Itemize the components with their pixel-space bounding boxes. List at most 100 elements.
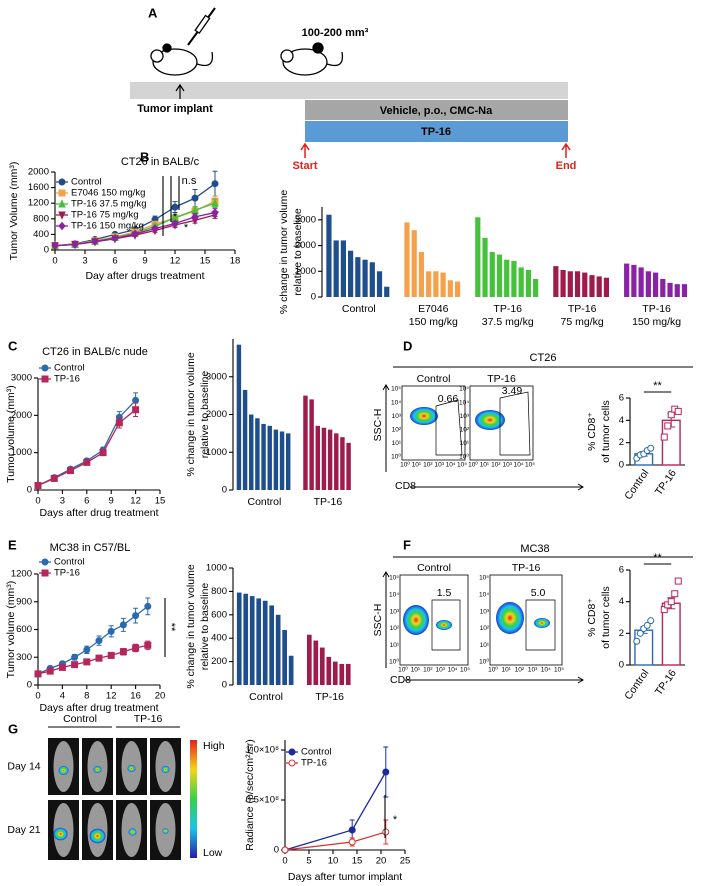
y-tick-label: 600 — [16, 624, 32, 635]
group-label: E7046 — [418, 303, 449, 315]
y-tick-label: 2000 — [206, 409, 227, 420]
x-axis-label: Days after tumor implant — [288, 871, 402, 883]
bar — [275, 614, 281, 685]
bar — [340, 240, 346, 297]
marker — [132, 612, 140, 620]
y-tick-label: 10² — [390, 625, 400, 632]
y-tick-label: 10⁵ — [391, 386, 401, 393]
x-tick-label: 8 — [84, 691, 89, 702]
y-tick-label: 10⁰ — [479, 658, 489, 666]
y-tick-label: 10¹ — [460, 440, 470, 447]
bar — [326, 214, 332, 297]
cell-population — [534, 618, 550, 628]
vehicle-label: Vehicle, p.o., CMC-Na — [380, 105, 493, 117]
bar — [236, 344, 242, 490]
x-tick-label: 15 — [200, 256, 211, 267]
series-line — [37, 605, 149, 675]
y-tick-label: 0 — [222, 680, 227, 691]
marker — [171, 203, 179, 211]
marker — [67, 467, 75, 475]
bar — [511, 261, 517, 297]
y-tick-label: 1200 — [11, 569, 32, 580]
implant-arrow — [175, 83, 185, 99]
x-tick-label: 12 — [170, 256, 181, 267]
marker — [107, 651, 115, 659]
bar — [404, 222, 410, 297]
x-tick-label: 6 — [84, 496, 89, 507]
marker — [111, 234, 119, 243]
group-label: TP-16 — [493, 303, 522, 315]
data-point — [667, 598, 675, 606]
marker — [91, 237, 99, 246]
bar — [567, 271, 573, 297]
cell-population — [410, 407, 438, 425]
x-tick-label: 12 — [106, 691, 117, 702]
y-tick-label: 10³ — [392, 413, 402, 420]
x-axis-label: Day after drugs treatment — [85, 270, 204, 282]
bar — [660, 279, 666, 297]
x-tick-label: 10² — [423, 667, 433, 674]
axis-arrow — [405, 676, 584, 684]
bar — [489, 252, 495, 297]
y-tick-label: 10⁵ — [459, 386, 469, 393]
treatment-bar — [305, 121, 568, 142]
group-label: TP-16 — [314, 496, 343, 508]
signal — [53, 827, 68, 841]
x-tick-label: 10⁰ — [468, 461, 478, 469]
bar — [242, 389, 248, 490]
group-label: Control — [247, 496, 281, 508]
signal — [93, 765, 102, 774]
bar — [313, 640, 319, 685]
y-tick-label: 10⁵ — [389, 575, 399, 582]
group-label: 75 mg/kg — [561, 316, 604, 328]
data-point — [647, 444, 655, 452]
bar — [334, 433, 339, 490]
panel-label: G — [8, 721, 18, 736]
marker — [132, 396, 140, 404]
y-tick-label: 10⁴ — [459, 399, 469, 406]
bar — [433, 271, 439, 297]
marker — [115, 419, 123, 427]
marker — [132, 406, 140, 414]
x-tick-label: 10³ — [502, 462, 512, 469]
x-tick-label: 10⁴ — [514, 462, 524, 469]
marker — [211, 208, 219, 217]
y-tick-label: 3000 — [11, 373, 32, 384]
x-tick-label: Control — [622, 667, 651, 702]
bar — [553, 266, 559, 297]
marker — [107, 627, 115, 635]
y-tick-label: 600 — [211, 609, 227, 620]
marker — [83, 646, 91, 654]
group-label: Control — [342, 303, 376, 315]
y-axis-label: Tumor Volume (mm³) — [8, 162, 20, 261]
marker — [46, 667, 54, 675]
legend-marker — [41, 375, 49, 383]
group-label: TP-16 — [642, 303, 671, 315]
bar — [440, 272, 446, 297]
start-arrow — [300, 142, 310, 158]
legend-label: TP-16 37.5 mg/kg — [71, 199, 147, 210]
bar — [418, 252, 425, 297]
x-tick-label: 10¹ — [411, 667, 421, 674]
y-axis-label: % change in tumor volume — [278, 190, 290, 314]
annotation: ** — [165, 623, 177, 632]
bar — [279, 431, 285, 490]
x-tick-label: 12 — [130, 496, 141, 507]
y-tick-label: 200 — [211, 656, 227, 667]
x-tick-label: 10¹ — [412, 462, 422, 469]
marker — [58, 663, 66, 671]
y-axis-label: Radiance (p/sec/cm²/sr) — [244, 739, 256, 850]
marker — [34, 670, 42, 678]
chart-title: MC38 in C57/BL — [50, 542, 131, 554]
legend-label: Control — [71, 177, 102, 188]
x-tick-label: 10⁵ — [525, 462, 535, 469]
y-tick-label: 10⁴ — [391, 399, 401, 406]
bar — [249, 414, 254, 490]
marker — [211, 180, 219, 188]
day-label: Day 21 — [7, 824, 40, 836]
legend-label: TP-16 — [54, 374, 80, 385]
y-tick-label: 0 — [619, 660, 624, 671]
data-point — [636, 629, 644, 637]
legend-marker — [58, 211, 66, 220]
group-label: 150 mg/kg — [409, 316, 458, 328]
